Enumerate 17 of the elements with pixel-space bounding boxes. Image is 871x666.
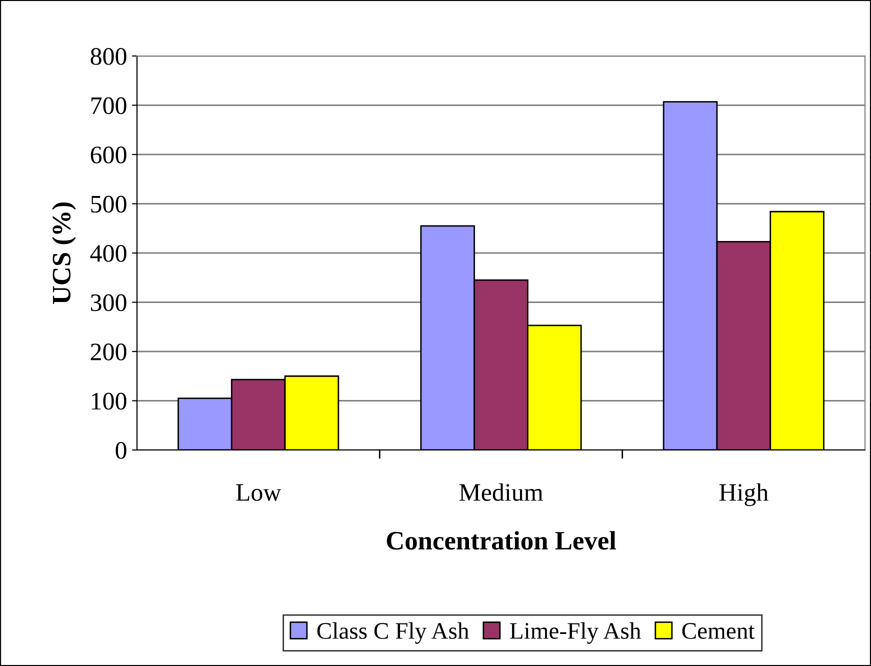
y-tick-label: 0 — [116, 442, 126, 459]
legend-label: Cement — [682, 623, 755, 639]
legend-label: Class C Fly Ash — [317, 622, 469, 644]
y-tick-label: 400 — [90, 245, 126, 262]
legend-label: Lime-Fly Ash — [510, 622, 641, 644]
y-tick-label: 100 — [92, 392, 126, 410]
x-tick-label: Medium — [459, 483, 543, 501]
y-tick-label: 200 — [90, 344, 126, 360]
y-tick-label: 500 — [91, 196, 126, 213]
y-tick-label: 800 — [90, 48, 126, 65]
x-axis-title: Concentration Level — [386, 531, 616, 550]
y-tick-label: 700 — [91, 97, 126, 114]
y-axis-title: UCS (%) — [52, 202, 76, 304]
y-tick-label: 600 — [90, 146, 126, 164]
y-tick-label: 300 — [90, 294, 126, 312]
x-tick-label: Low — [236, 484, 282, 501]
x-tick-label: High — [719, 483, 768, 506]
